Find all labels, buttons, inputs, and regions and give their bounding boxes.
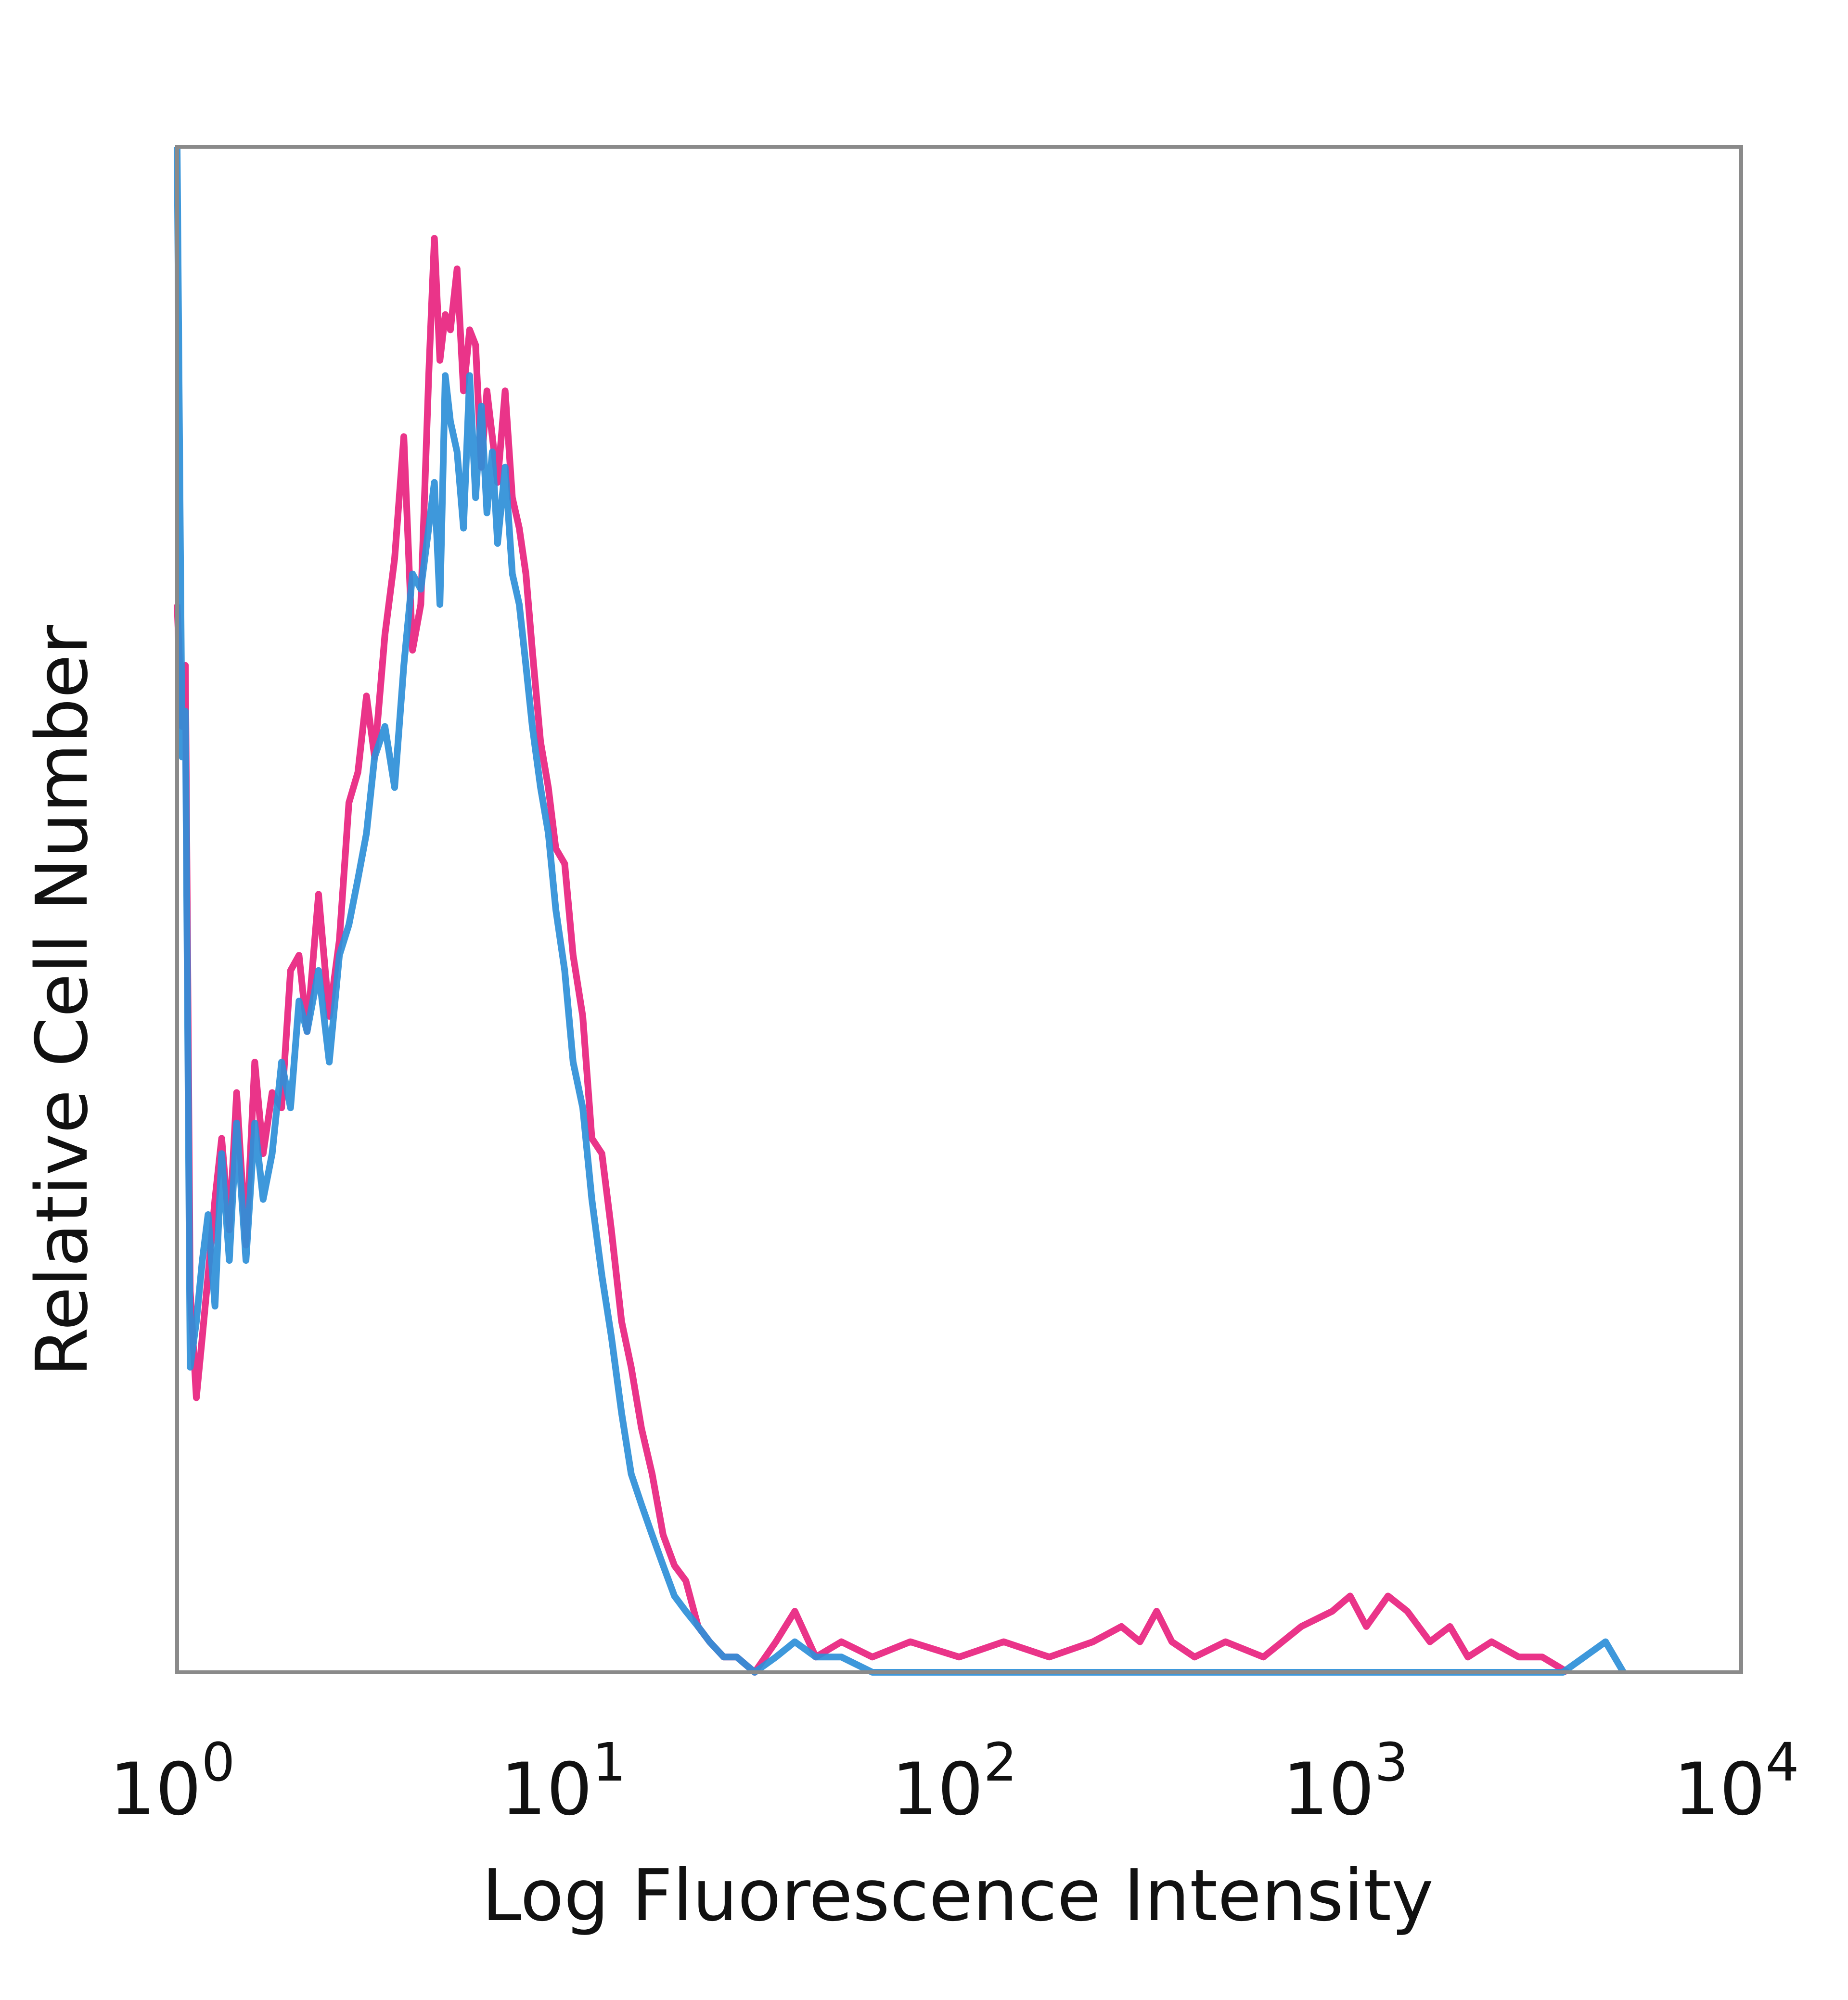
x-tick-label: 103 [1283,1731,1408,1832]
x-axis-label: Log Fluorescence Intensity [482,1854,1434,1937]
x-tick-label: 102 [892,1731,1017,1832]
y-axis-label: Relative Cell Number [21,625,103,1377]
x-tick-label: 100 [110,1731,235,1832]
histogram-series-1 [174,235,1570,1676]
x-tick-labels: 100 101 102 103 104 [110,1731,1799,1832]
plot-frame [175,145,1743,1674]
x-tick-label: 101 [500,1731,626,1832]
series-layer [174,146,1627,1676]
histogram-series-2 [174,146,1627,1676]
plot-background [177,147,1741,1672]
x-tick-label: 104 [1674,1731,1799,1832]
